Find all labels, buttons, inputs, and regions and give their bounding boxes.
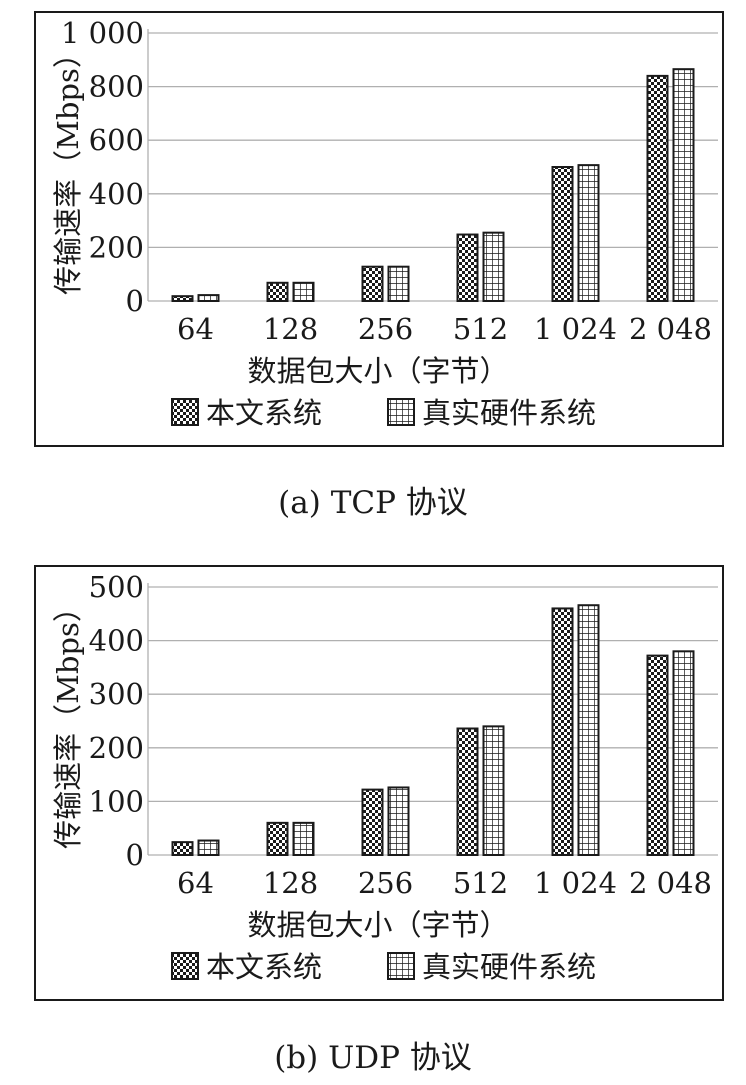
y-axis-label: 传输速率（Mbps）	[51, 593, 85, 849]
y-tick-label: 100	[89, 784, 144, 818]
bar-this-system	[171, 295, 194, 302]
y-tick-label: 0	[126, 284, 144, 318]
bar-real-hardware	[672, 650, 695, 856]
x-tick-label: 512	[453, 312, 508, 346]
legend-real-hardware-swatch	[387, 398, 415, 426]
y-axis-label: 传输速率（Mbps）	[51, 39, 85, 295]
bar-real-hardware	[197, 839, 220, 857]
x-axis-label: 数据包大小（字节）	[247, 908, 508, 942]
x-tick-label: 64	[177, 866, 214, 900]
bar-real-hardware	[292, 281, 315, 302]
legend-real-hardware-label: 真实硬件系统	[422, 950, 596, 984]
x-tick-label: 128	[263, 312, 318, 346]
bar-this-system	[646, 654, 669, 856]
bar-real-hardware	[577, 604, 600, 856]
y-tick-label: 0	[126, 838, 144, 872]
x-tick-label: 256	[358, 866, 413, 900]
legend-this-system-swatch	[171, 398, 199, 426]
y-tick-label: 400	[89, 624, 144, 658]
x-tick-label: 128	[263, 866, 318, 900]
y-tick-label: 300	[89, 677, 144, 711]
x-axis-label: 数据包大小（字节）	[247, 354, 508, 388]
bar-this-system	[361, 788, 384, 856]
caption-udp: (b) UDP 协议	[274, 1040, 472, 1076]
bar-this-system	[646, 74, 669, 302]
legend-this-system-swatch	[171, 952, 199, 980]
bar-real-hardware	[387, 265, 410, 302]
chart-panel-tcp: 0 200 400 600 800 1 000 传输速率（Mbps） 64 128 256 512 1…	[34, 11, 724, 447]
bar-real-hardware	[482, 231, 505, 302]
bar-this-system	[551, 607, 574, 856]
bar-this-system	[456, 233, 479, 302]
y-tick-label: 500	[89, 570, 144, 604]
chart-panel-udp: 0 100 200 300 400 500 传输速率（Mbps） 64 128 256 512 1 0…	[34, 565, 724, 1001]
bar-real-hardware	[482, 725, 505, 856]
caption-tcp: (a) TCP 协议	[278, 485, 468, 521]
legend-real-hardware-label: 真实硬件系统	[422, 396, 596, 430]
legend-real-hardware-swatch	[387, 952, 415, 980]
legend-this-system-label: 本文系统	[206, 396, 322, 430]
y-tick-label: 800	[89, 70, 144, 104]
bar-this-system	[171, 841, 194, 856]
bar-this-system	[456, 727, 479, 856]
bar-real-hardware	[292, 821, 315, 856]
x-tick-label: 1 024	[534, 312, 617, 346]
y-tick-label: 1 000	[61, 16, 144, 50]
x-tick-label: 256	[358, 312, 413, 346]
bar-real-hardware	[387, 786, 410, 857]
bar-this-system	[551, 166, 574, 302]
bar-real-hardware	[672, 68, 695, 303]
x-tick-label: 2 048	[629, 312, 712, 346]
bar-this-system	[266, 821, 289, 856]
bar-this-system	[361, 265, 384, 302]
y-tick-label: 400	[89, 177, 144, 211]
y-tick-label: 200	[89, 230, 144, 264]
x-tick-label: 512	[453, 866, 508, 900]
y-tick-label: 600	[89, 123, 144, 157]
x-tick-label: 2 048	[629, 866, 712, 900]
bar-real-hardware	[197, 294, 220, 303]
bar-real-hardware	[577, 164, 600, 302]
x-tick-label: 1 024	[534, 866, 617, 900]
bar-this-system	[266, 281, 289, 302]
legend-this-system-label: 本文系统	[206, 950, 322, 984]
y-tick-label: 200	[89, 731, 144, 765]
x-tick-label: 64	[177, 312, 214, 346]
